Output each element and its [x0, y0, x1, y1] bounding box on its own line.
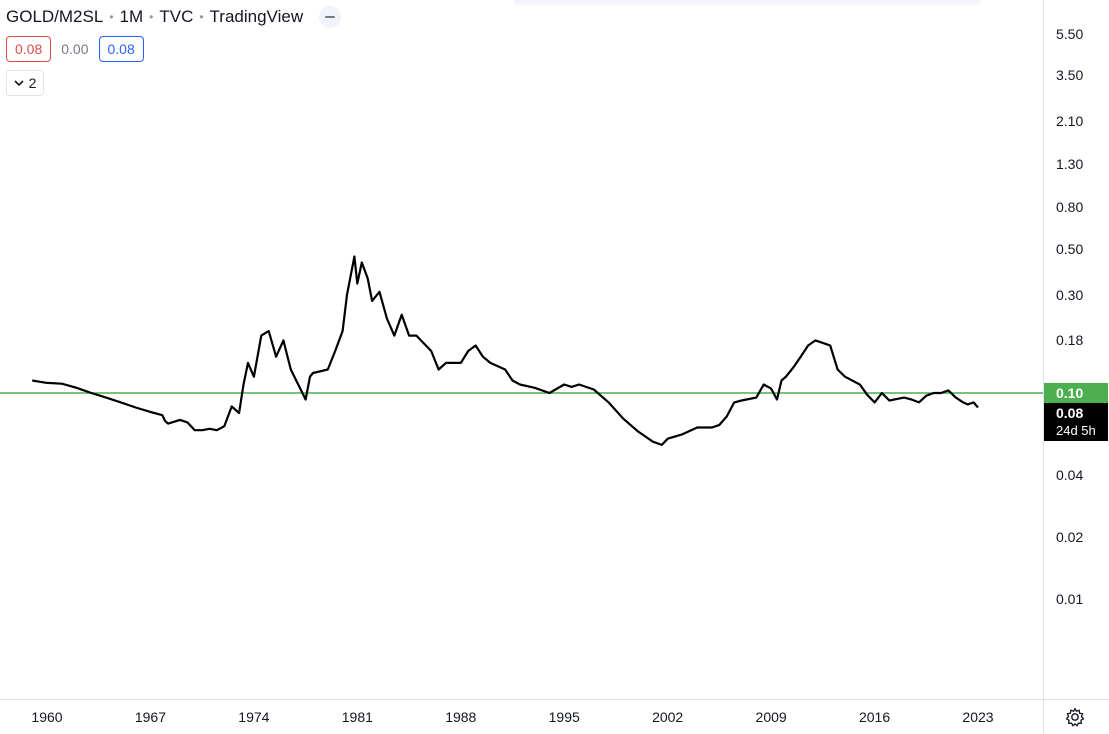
- price-tick-label: 0.80: [1056, 198, 1084, 215]
- time-tick-label: 1967: [134, 709, 167, 725]
- price-tick-label: 0.50: [1056, 241, 1084, 257]
- price-tick-label: 3.50: [1056, 66, 1084, 83]
- separator-dot: •: [199, 10, 204, 24]
- time-tick-label: 2023: [962, 709, 994, 725]
- horizontal-line-price-tag: 0.10: [1044, 383, 1108, 403]
- time-tick-label: 2009: [755, 709, 787, 725]
- legend-values-row: 0.08 0.00 0.08: [6, 36, 341, 62]
- price-tick-label: 0.01: [1056, 591, 1084, 607]
- collapse-count: 2: [28, 75, 37, 91]
- price-axis[interactable]: 5.50 3.50 2.10 1.30 0.80 0.50 0.30 0.18 0.04 0.02…: [1043, 0, 1109, 699]
- time-tick-label: 1974: [238, 709, 270, 725]
- chart-legend: GOLD/M2SL • 1M • TVC • TradingView 0.08 …: [6, 6, 342, 96]
- time-tick-label: 1981: [341, 709, 373, 725]
- last-price-tag: 0.08 24d 5h: [1044, 402, 1108, 441]
- gear-icon[interactable]: [1064, 706, 1086, 728]
- legend-title-row: GOLD/M2SL • 1M • TVC • TradingView: [6, 6, 342, 28]
- last-price-value: 0.08: [1056, 404, 1084, 421]
- price-tick-label: 0.30: [1056, 286, 1084, 303]
- time-tick-label: 1960: [31, 709, 63, 725]
- time-tick-label: 2016: [858, 709, 891, 725]
- interval-label: 1M: [119, 7, 144, 26]
- chevron-down-icon: [14, 79, 24, 86]
- open-value-badge: 0.08: [6, 36, 52, 62]
- time-tick-label: 2002: [652, 709, 684, 725]
- axis-corner-divider: [1043, 700, 1044, 734]
- toolbar-shadow: [515, 0, 980, 3]
- symbol-name[interactable]: GOLD/M2SL: [6, 7, 104, 26]
- time-tick-label: 1988: [445, 709, 477, 725]
- close-value-badge: 0.08: [98, 36, 144, 62]
- price-tick-label: 0.18: [1056, 332, 1084, 349]
- time-tick-label: 1995: [548, 709, 580, 725]
- bar-countdown: 24d 5h: [1056, 422, 1096, 438]
- price-tick-label: 0.04: [1056, 466, 1084, 483]
- source-label: TVC: [159, 7, 194, 26]
- platform-label: TradingView: [209, 7, 304, 26]
- price-tick-label: 2.10: [1056, 112, 1084, 129]
- separator-dot: •: [149, 10, 154, 24]
- eye-icon[interactable]: [319, 6, 342, 28]
- price-tick-label: 0.02: [1056, 528, 1084, 545]
- price-tick-label: 1.30: [1056, 155, 1084, 172]
- chart-plot[interactable]: [0, 0, 1043, 699]
- price-tick-label: 5.50: [1056, 26, 1084, 43]
- collapse-indicators-button[interactable]: 2: [6, 70, 44, 96]
- series-line[interactable]: [32, 255, 979, 446]
- separator-dot: •: [109, 10, 114, 24]
- change-value: 0.00: [51, 37, 99, 61]
- time-axis[interactable]: 1960 1967 1974 1981 1988 1995 2002 2009 2016 2023: [0, 699, 1109, 734]
